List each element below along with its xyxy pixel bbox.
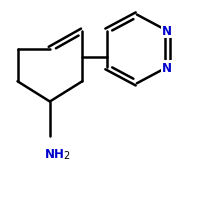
Text: NH: NH <box>45 147 65 160</box>
Text: 2: 2 <box>63 150 69 160</box>
Text: N: N <box>162 25 172 38</box>
Text: N: N <box>162 61 172 74</box>
